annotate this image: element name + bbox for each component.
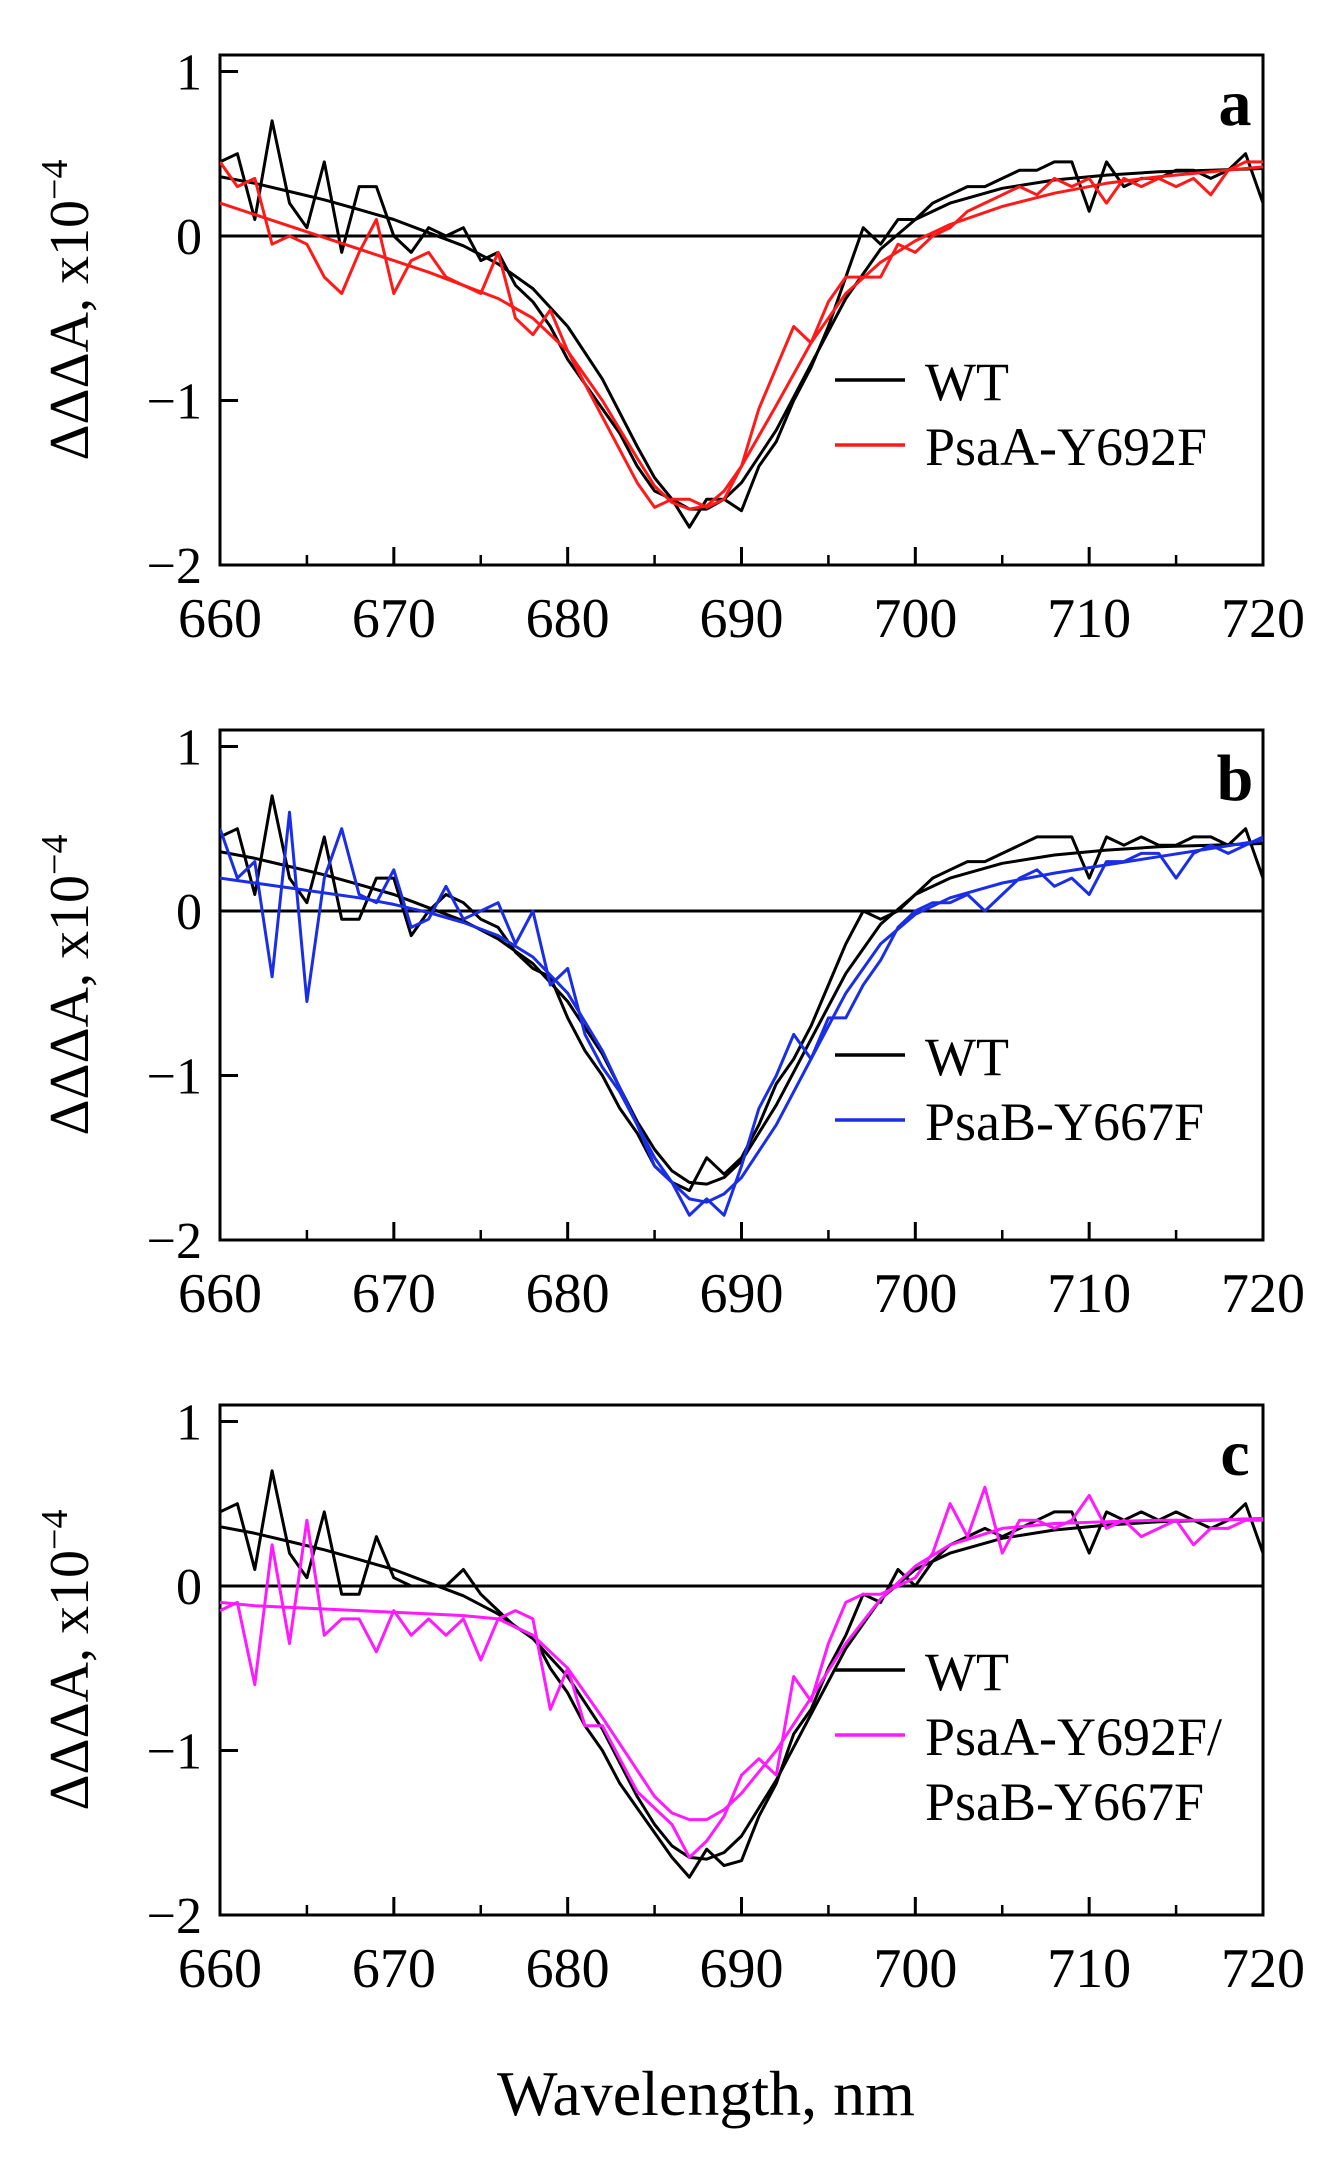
x-tick-label: 690 (700, 588, 784, 650)
y-tick-label: −2 (147, 1888, 202, 1945)
x-tick-label: 700 (873, 1938, 957, 2000)
series-wt (220, 119, 1263, 529)
x-tick-label: 690 (700, 1938, 784, 2000)
panel-label: b (1217, 742, 1254, 815)
x-tick-label: 710 (1047, 1263, 1131, 1325)
x-tick-label: 710 (1047, 1938, 1131, 2000)
x-tick-label: 700 (873, 588, 957, 650)
y-tick-label: −1 (147, 1723, 202, 1780)
legend-label: PsaA-Y692F/ (925, 1707, 1222, 1767)
y-tick-label: −1 (147, 373, 202, 430)
x-tick-label: 660 (178, 1263, 262, 1325)
y-axis-label: ΔΔΔA, x10−4 (34, 835, 101, 1136)
x-tick-label: 690 (700, 1263, 784, 1325)
panel-c: 660 670 680 690 700 710 720 −2 −1 0 1 ΔΔΔA, x10−4 c W… (34, 1394, 1305, 2000)
series-group (220, 1469, 1263, 1879)
x-tick-label: 660 (178, 1938, 262, 2000)
panel-a: 660 670 680 690 700 710 720 −2 −1 0 1 ΔΔΔA, x10−4 a W… (34, 44, 1305, 650)
plot-frame (218, 53, 1265, 567)
series-psab-y667f-fit (220, 838, 1263, 1204)
y-tick-label: 0 (176, 209, 202, 266)
legend-label: WT (925, 352, 1009, 412)
series-group (220, 119, 1263, 529)
series-psaa-y692f-psab-y667f (220, 1485, 1263, 1859)
x-tick-label: 680 (526, 1938, 610, 2000)
panel-b: 660 670 680 690 700 710 720 −2 −1 0 1 ΔΔΔA, x10−4 b W… (34, 719, 1305, 1325)
x-tick-label: 670 (352, 588, 436, 650)
series-wt-fit (220, 842, 1263, 1186)
y-axis-label: ΔΔΔA, x10−4 (34, 1510, 101, 1811)
series-psaa-y692f-fit (220, 165, 1263, 511)
y-tick-label: 0 (176, 884, 202, 941)
x-tick-label: 720 (1221, 1938, 1305, 2000)
y-tick-label: −2 (147, 538, 202, 595)
legend-label: WT (925, 1027, 1009, 1087)
series-group (220, 794, 1263, 1217)
legend-label: WT (925, 1642, 1009, 1702)
y-tick-label: −1 (147, 1048, 202, 1105)
series-wt (220, 1469, 1263, 1879)
x-tick-label: 670 (352, 1263, 436, 1325)
x-tick-label: 720 (1221, 1263, 1305, 1325)
x-tick-label: 680 (526, 1263, 610, 1325)
x-tick-label: 660 (178, 588, 262, 650)
y-axis-label: ΔΔΔA, x10−4 (34, 160, 101, 461)
x-tick-label: 710 (1047, 588, 1131, 650)
x-tick-label: 670 (352, 1938, 436, 2000)
plot-frame (218, 1403, 1265, 1917)
legend-label: PsaB-Y667F (925, 1772, 1204, 1832)
x-axis-label: Wavelength, nm (497, 2058, 915, 2129)
x-tick-label: 700 (873, 1263, 957, 1325)
y-tick-label: −2 (147, 1213, 202, 1270)
series-psaa-y692f-psab-y667f-fit (220, 1517, 1263, 1822)
panel-label: c (1220, 1417, 1249, 1490)
series-wt (220, 794, 1263, 1193)
y-tick-label: 1 (176, 1394, 202, 1451)
y-tick-label: 1 (176, 719, 202, 776)
legend-label: PsaA-Y692F (925, 417, 1207, 477)
y-tick-label: 1 (176, 44, 202, 101)
x-tick-label: 680 (526, 588, 610, 650)
legend-label: PsaB-Y667F (925, 1092, 1204, 1152)
series-psab-y667f (220, 810, 1263, 1217)
x-tick-label: 720 (1221, 588, 1305, 650)
y-tick-label: 0 (176, 1559, 202, 1616)
panel-label: a (1219, 67, 1252, 140)
